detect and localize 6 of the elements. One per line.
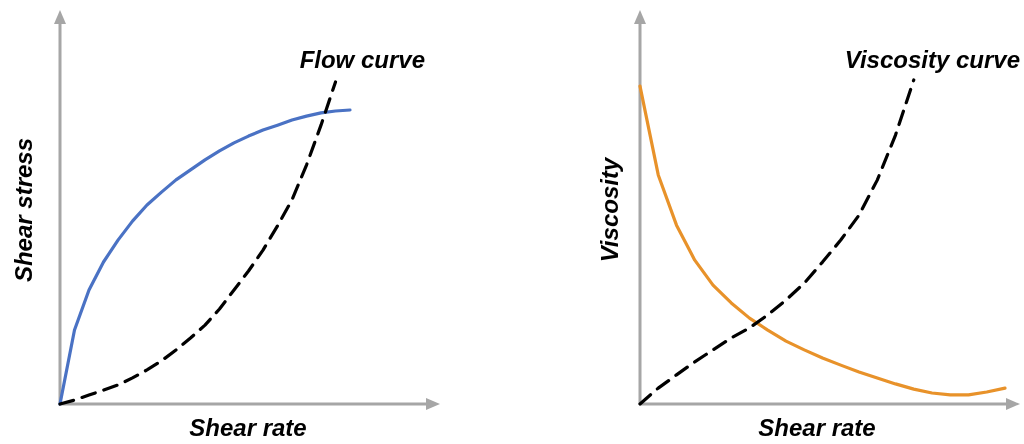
x-axis-title: Shear rate <box>758 414 876 441</box>
y-axis-title: Viscosity <box>596 156 623 263</box>
chart-title: Viscosity curve <box>844 46 1020 73</box>
chart-title: Flow curve <box>299 46 425 73</box>
y-axis-title: Shear stress <box>10 137 37 283</box>
x-axis-title: Shear rate <box>189 414 307 441</box>
